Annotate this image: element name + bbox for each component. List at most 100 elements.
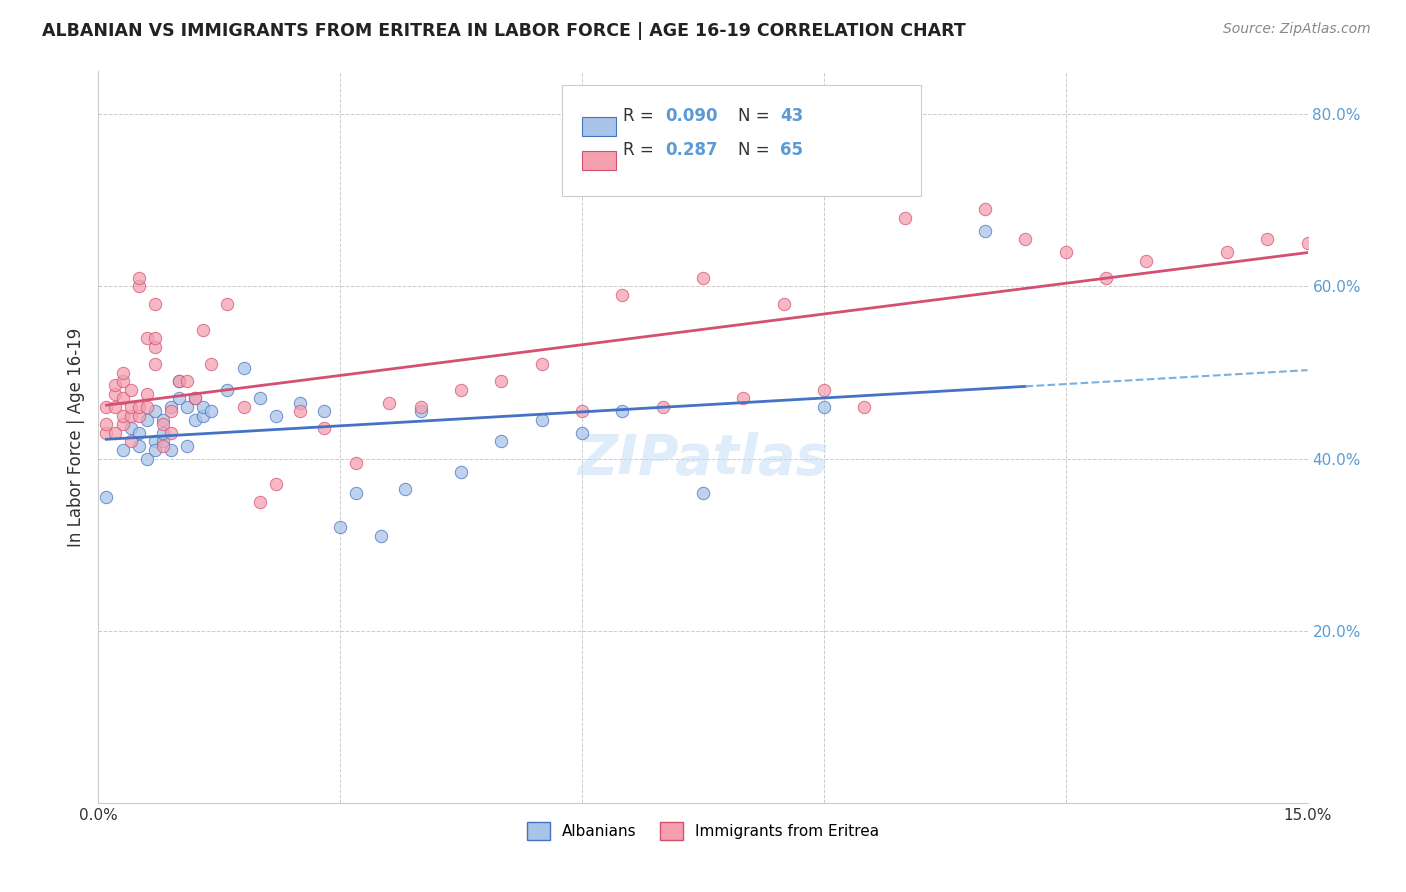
Point — [232, 361, 254, 376]
Point — [128, 409, 150, 423]
Point — [314, 404, 336, 418]
Point — [232, 400, 254, 414]
Point — [264, 409, 287, 423]
Point — [152, 439, 174, 453]
Point — [152, 417, 174, 432]
Point — [217, 296, 239, 310]
Point — [96, 425, 118, 440]
Point — [143, 340, 166, 354]
Point — [96, 491, 118, 505]
Point — [1296, 236, 1319, 251]
Point — [152, 425, 174, 440]
Point — [167, 374, 190, 388]
Point — [184, 392, 207, 406]
Point — [120, 400, 142, 414]
Point — [96, 417, 118, 432]
Point — [135, 331, 157, 345]
Point — [152, 413, 174, 427]
Point — [1054, 245, 1077, 260]
Point — [128, 400, 150, 414]
Point — [651, 400, 673, 414]
Point — [128, 279, 150, 293]
Point — [176, 374, 198, 388]
Point — [143, 357, 166, 371]
Point — [143, 404, 166, 418]
Point — [893, 211, 915, 225]
Text: R =: R = — [623, 107, 659, 125]
Point — [377, 395, 399, 409]
Point — [120, 383, 142, 397]
Point — [160, 400, 183, 414]
Point — [409, 400, 432, 414]
Point — [264, 477, 287, 491]
Point — [370, 529, 392, 543]
Point — [111, 392, 134, 406]
Point — [249, 494, 271, 508]
Point — [120, 434, 142, 449]
Point — [152, 434, 174, 449]
Point — [692, 486, 714, 500]
Point — [571, 404, 593, 418]
Point — [288, 395, 311, 409]
Point — [96, 400, 118, 414]
Point — [1216, 245, 1239, 260]
Text: ALBANIAN VS IMMIGRANTS FROM ERITREA IN LABOR FORCE | AGE 16-19 CORRELATION CHART: ALBANIAN VS IMMIGRANTS FROM ERITREA IN L… — [42, 22, 966, 40]
Text: 0.090: 0.090 — [665, 107, 717, 125]
Point — [1095, 271, 1118, 285]
Point — [813, 383, 835, 397]
Point — [160, 425, 183, 440]
Point — [974, 223, 997, 237]
Point — [612, 404, 634, 418]
Point — [772, 296, 794, 310]
Point — [344, 486, 367, 500]
Point — [128, 439, 150, 453]
Point — [111, 374, 134, 388]
Point — [200, 404, 222, 418]
Point — [1256, 232, 1278, 246]
Point — [288, 404, 311, 418]
Legend: Albanians, Immigrants from Eritrea: Albanians, Immigrants from Eritrea — [520, 815, 886, 847]
Point — [103, 425, 125, 440]
Point — [120, 409, 142, 423]
Point — [143, 434, 166, 449]
Point — [1135, 253, 1157, 268]
Point — [571, 425, 593, 440]
Point — [491, 374, 513, 388]
Point — [184, 413, 207, 427]
Text: 65: 65 — [780, 141, 803, 159]
Point — [135, 400, 157, 414]
Y-axis label: In Labor Force | Age 16-19: In Labor Force | Age 16-19 — [66, 327, 84, 547]
Point — [128, 425, 150, 440]
Point — [813, 400, 835, 414]
Point — [1014, 232, 1036, 246]
Point — [193, 400, 215, 414]
Point — [450, 383, 472, 397]
Point — [143, 296, 166, 310]
Point — [530, 413, 553, 427]
Point — [450, 465, 472, 479]
Point — [176, 439, 198, 453]
Point — [314, 421, 336, 435]
Point — [160, 404, 183, 418]
Text: N =: N = — [738, 107, 775, 125]
Point — [193, 409, 215, 423]
Text: R =: R = — [623, 141, 659, 159]
Point — [249, 392, 271, 406]
Point — [111, 442, 134, 457]
Point — [135, 451, 157, 466]
Point — [329, 520, 352, 534]
Point — [128, 271, 150, 285]
Text: ZIPatlas: ZIPatlas — [578, 432, 828, 486]
Point — [111, 409, 134, 423]
Point — [612, 288, 634, 302]
Text: Source: ZipAtlas.com: Source: ZipAtlas.com — [1223, 22, 1371, 37]
Point — [103, 378, 125, 392]
Point — [200, 357, 222, 371]
Point — [103, 387, 125, 401]
Point — [409, 404, 432, 418]
Point — [167, 392, 190, 406]
Point — [530, 357, 553, 371]
Point — [491, 434, 513, 449]
Point — [135, 387, 157, 401]
Point — [135, 413, 157, 427]
